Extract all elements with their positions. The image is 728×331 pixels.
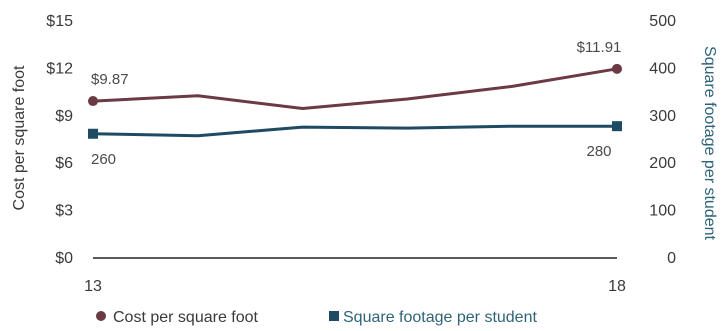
- series-square-footage-per-student: 260 280: [88, 121, 622, 168]
- legend-label-footage: Square footage per student: [343, 309, 537, 326]
- right-axis-title: Square footage per student: [701, 46, 718, 240]
- series-cost-per-square-foot: $9.87 $11.91: [88, 39, 622, 110]
- right-tick-label: 100: [649, 203, 676, 220]
- data-label: 260: [91, 151, 116, 168]
- series-line: [91, 67, 619, 110]
- right-tick-label: 200: [649, 155, 676, 172]
- series-layer: $9.87 $11.91 260 280: [88, 39, 622, 168]
- right-tick-label: 300: [649, 108, 676, 125]
- legend: Cost per square foot Square footage per s…: [96, 309, 537, 326]
- data-label: $9.87: [91, 71, 129, 88]
- left-tick-label: $0: [55, 250, 73, 267]
- right-tick-label: 400: [649, 60, 676, 77]
- right-axis-ticks: 0 100 200 300 400 500: [649, 13, 676, 267]
- left-axis-title: Cost per square foot: [11, 65, 28, 211]
- right-tick-label: 0: [667, 250, 676, 267]
- left-tick-label: $15: [46, 13, 73, 30]
- right-tick-label: 500: [649, 13, 676, 30]
- left-tick-label: $3: [55, 203, 73, 220]
- data-point-marker: [612, 63, 622, 74]
- left-tick-label: $12: [46, 60, 73, 77]
- x-tick-label: 18: [608, 278, 626, 295]
- legend-label-cost: Cost per square foot: [113, 309, 259, 326]
- left-tick-label: $6: [55, 155, 73, 172]
- legend-marker-cost: [96, 311, 106, 321]
- series-line: [91, 124, 619, 138]
- left-axis-ticks: $0 $3 $6 $9 $12 $15: [46, 13, 73, 267]
- x-tick-label: 13: [84, 278, 102, 295]
- data-label: 280: [586, 143, 611, 160]
- data-point-marker: [88, 96, 98, 107]
- data-point-marker: [612, 121, 622, 132]
- data-label: $11.91: [577, 39, 622, 56]
- left-tick-label: $9: [55, 108, 73, 125]
- legend-marker-footage: [329, 311, 339, 321]
- data-point-marker: [88, 128, 98, 139]
- x-axis-ticks: 13 18: [84, 278, 626, 295]
